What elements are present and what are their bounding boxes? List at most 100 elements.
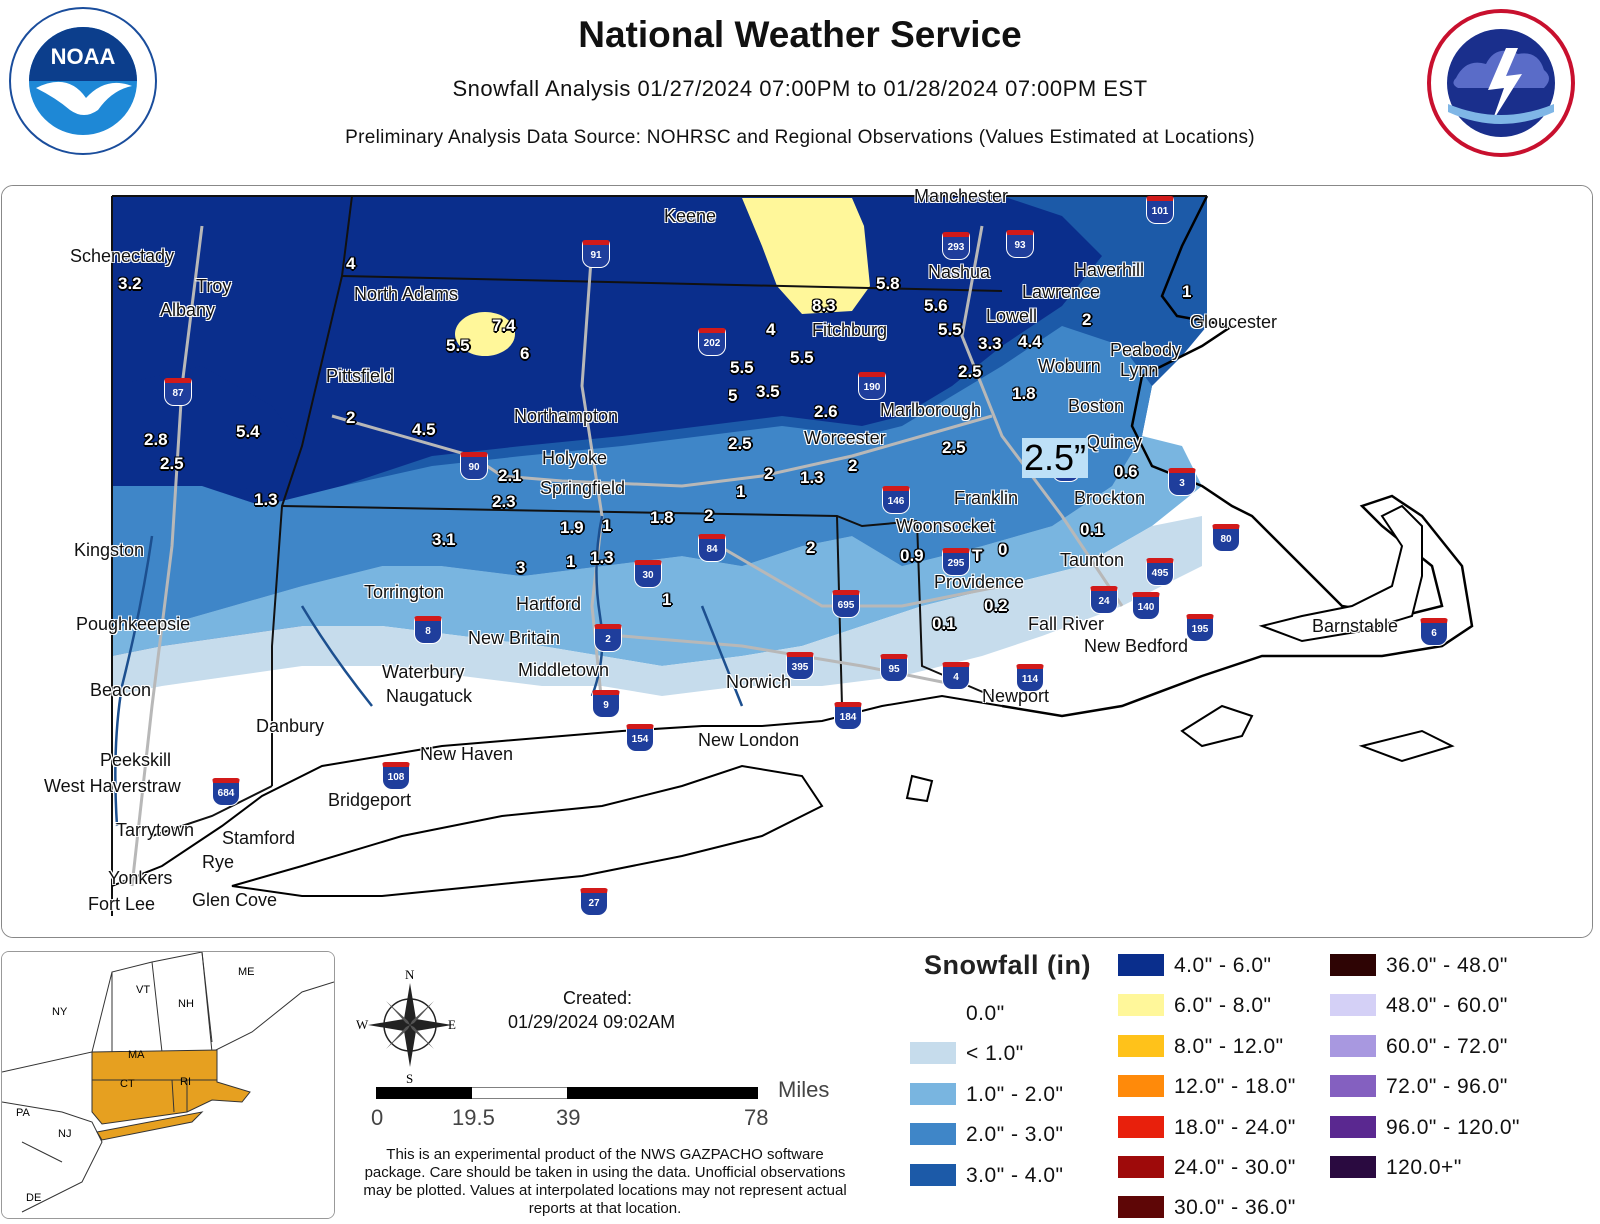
- state-label: RI: [180, 1076, 191, 1088]
- interstate-number: 93: [1014, 240, 1026, 251]
- interstate-shield-icon: 8: [414, 616, 442, 644]
- legend-label: 48.0" - 60.0": [1386, 994, 1508, 1018]
- interstate-shield-icon: 9: [592, 690, 620, 718]
- legend-label: 18.0" - 24.0": [1174, 1115, 1296, 1139]
- snowfall-value: 1: [662, 590, 672, 609]
- interstate-number: 684: [217, 788, 235, 799]
- interstate-shield-icon: 101: [1146, 196, 1174, 224]
- compass-north-label: N: [405, 967, 415, 982]
- scale-bar: [375, 1086, 759, 1100]
- interstate-number: 30: [642, 570, 654, 581]
- snowfall-value: T: [972, 546, 983, 565]
- city-label: Middletown: [518, 660, 610, 680]
- interstate-number: 84: [706, 544, 718, 555]
- snowfall-value: 2.5: [728, 434, 752, 453]
- snowfall-value: 1.3: [590, 548, 614, 567]
- legend-label: 12.0" - 18.0": [1174, 1075, 1296, 1099]
- interstate-number: 114: [1021, 674, 1039, 685]
- interstate-shield-icon: 146: [882, 486, 910, 514]
- snowfall-value: 1.3: [800, 468, 824, 487]
- city-label: Tarrytown: [116, 820, 195, 840]
- city-label: Torrington: [364, 582, 445, 602]
- snowfall-value: 2.5: [160, 454, 184, 473]
- interstate-number: 395: [791, 662, 809, 673]
- city-label: Woburn: [1038, 356, 1101, 376]
- interstate-number: 87: [172, 388, 184, 399]
- interstate-number: 108: [387, 772, 405, 783]
- legend-label: < 1.0": [966, 1042, 1024, 1066]
- legend-swatch: [1330, 1075, 1376, 1098]
- city-label: North Adams: [354, 284, 459, 304]
- city-label: Rye: [202, 852, 235, 872]
- city-label: Glen Cove: [192, 890, 278, 910]
- state-label: PA: [16, 1107, 30, 1119]
- compass-south-label: S: [406, 1071, 414, 1086]
- snowfall-value: 2: [848, 456, 858, 475]
- interstate-shield-icon: 495: [1146, 558, 1174, 586]
- snowfall-value: 2.6: [814, 402, 838, 421]
- snowfall-callout: 2.5”: [1022, 437, 1089, 478]
- interstate-number: 695: [837, 600, 855, 611]
- interstate-shield-icon: 90: [460, 452, 488, 480]
- interstate-shield-icon: 84: [698, 534, 726, 562]
- page-title: National Weather Service: [578, 14, 1022, 55]
- interstate-shield-icon: 184: [834, 702, 862, 730]
- snowfall-value: 0.1: [1080, 520, 1104, 539]
- legend-swatch: [1330, 1115, 1376, 1138]
- city-label: Norwich: [726, 672, 792, 692]
- disclaimer-text: This is an experimental product of the N…: [363, 1146, 847, 1217]
- snowfall-value: 5.5: [938, 320, 962, 339]
- state-label: CT: [120, 1078, 135, 1090]
- city-label: Stamford: [222, 828, 296, 848]
- interstate-number: 95: [888, 664, 900, 675]
- city-label: Worcester: [804, 428, 886, 448]
- legend-swatch: [1118, 994, 1164, 1017]
- city-label: Gloucester: [1190, 312, 1278, 332]
- city-label: Holyoke: [542, 448, 608, 468]
- city-label: Boston: [1068, 396, 1125, 416]
- interstate-number: 195: [1191, 624, 1209, 635]
- snowfall-value: 5.8: [876, 274, 900, 293]
- interstate-number: 4: [953, 672, 959, 683]
- legend-label: 1.0" - 2.0": [966, 1082, 1064, 1106]
- state-label: NY: [52, 1006, 68, 1018]
- legend-swatch: [910, 1002, 956, 1024]
- snowfall-value: 1: [602, 516, 612, 535]
- snowfall-value: 0: [998, 540, 1008, 559]
- city-label: Peabody: [1110, 340, 1182, 360]
- interstate-shield-icon: 190: [858, 372, 886, 400]
- city-label: Woonsocket: [896, 516, 995, 536]
- state-label: VT: [136, 984, 151, 996]
- city-label: Peekskill: [100, 750, 172, 770]
- interstate-number: 295: [947, 558, 965, 569]
- city-label: Hartford: [516, 594, 582, 614]
- city-label: Keene: [664, 206, 717, 226]
- snowfall-value: 1: [1182, 282, 1192, 301]
- legend-label: 4.0" - 6.0": [1174, 954, 1272, 977]
- city-label: Albany: [160, 300, 216, 320]
- map-canvas: [2, 186, 1592, 937]
- legend-label: 120.0+": [1386, 1156, 1462, 1179]
- interstate-shield-icon: 27: [580, 888, 608, 916]
- city-label: Providence: [934, 572, 1025, 592]
- interstate-number: 24: [1098, 596, 1110, 607]
- snowfall-value: 2.5: [958, 362, 982, 381]
- city-label: Northampton: [514, 406, 619, 426]
- scale-tick: 39: [556, 1105, 581, 1130]
- city-label: Springfield: [540, 478, 626, 498]
- snowfall-value: 3.5: [756, 382, 780, 401]
- city-label: Brockton: [1074, 488, 1146, 508]
- legend-swatch: [1330, 994, 1376, 1017]
- snowfall-value: 0.6: [1114, 462, 1138, 481]
- snowfall-map[interactable]: Schenectady Troy Albany North Adams Pitt…: [1, 185, 1593, 938]
- city-label: Danbury: [256, 716, 325, 736]
- state-boundaries: [111, 195, 1207, 916]
- compass-rose-icon: N S E W: [356, 967, 460, 1086]
- city-label: Naugatuck: [386, 686, 473, 706]
- noaa-logo: NOAA: [8, 6, 158, 156]
- analysis-period: Snowfall Analysis 01/27/2024 07:00PM to …: [452, 76, 1148, 101]
- interstate-number: 146: [887, 496, 905, 507]
- city-label: New Haven: [420, 744, 514, 764]
- city-label: Fort Lee: [88, 894, 156, 914]
- legend-swatch: [910, 1163, 956, 1186]
